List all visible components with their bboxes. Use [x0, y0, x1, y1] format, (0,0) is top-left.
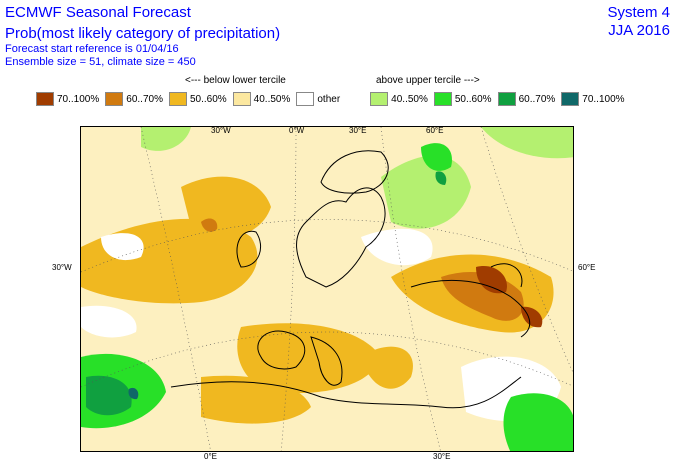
legend-swatch [497, 92, 516, 106]
region-other [101, 233, 144, 261]
region-above-40-50 [381, 155, 471, 229]
probability-map: 30°W 0°W 30°E 60°E [80, 126, 574, 452]
lon-label-0w: 0°W [289, 126, 305, 135]
legend-below-heading: <--- below lower tercile [185, 75, 286, 86]
season-label: JJA 2016 [608, 22, 670, 39]
map-svg [81, 127, 573, 451]
legend-swatch [296, 92, 315, 106]
region-above-60-70 [86, 375, 132, 416]
legend-item: 40..50% [232, 92, 291, 106]
legend-label: 50..60% [454, 93, 492, 105]
legend-label: 40..50% [253, 93, 291, 105]
legend-label: 70..100% [57, 93, 100, 105]
coastlines [170, 150, 531, 409]
lon-label-bottom-0e: 0°E [204, 452, 217, 461]
legend-swatch [561, 92, 580, 106]
lon-label-bottom-30e: 30°E [433, 452, 451, 461]
legend-item: 50..60% [433, 92, 492, 106]
legend-item: other [296, 92, 340, 106]
legend-label: 60..70% [518, 93, 556, 105]
legend-item: 70..100% [561, 92, 625, 106]
legend-label: 60..70% [126, 93, 163, 105]
lat-label-left: 30°W [52, 263, 72, 272]
region-below-50-60 [361, 346, 413, 389]
legend-label: 50..60% [189, 93, 227, 105]
region-below-70-100 [476, 266, 507, 294]
legend-label: other [317, 93, 341, 105]
chart-title: ECMWF Seasonal Forecast [5, 4, 191, 21]
region-below-50-60 [201, 375, 311, 424]
region-above-50-60 [421, 143, 452, 171]
lon-label-60e: 60°E [426, 126, 444, 135]
legend-label: 40..50% [391, 93, 428, 105]
ensemble-size: Ensemble size = 51, climate size = 450 [5, 56, 196, 68]
legend-swatch [232, 92, 251, 106]
lat-label-right: 60°E [578, 263, 596, 272]
lon-label-30e: 30°E [349, 126, 367, 135]
legend-swatch [168, 92, 187, 106]
region-other [81, 305, 137, 338]
lon-label-30w: 30°W [211, 126, 231, 135]
legend-item: 60..70% [497, 92, 556, 106]
chart-subtitle: Prob(most likely category of precipitati… [5, 25, 281, 42]
legend-item: 50..60% [168, 92, 227, 106]
legend-label: 70..100% [582, 93, 625, 105]
legend-swatch [36, 92, 54, 106]
region-above-70-100 [128, 387, 139, 400]
legend-swatch [370, 92, 389, 106]
legend-above-heading: above upper tercile ---> [376, 75, 480, 86]
legend: 70..100% 60..70% 50..60% 40..50% other 40..50… [36, 92, 631, 106]
graticule [81, 127, 573, 451]
legend-swatch [433, 92, 452, 106]
legend-swatch [105, 92, 124, 106]
region-below-60-70 [201, 218, 218, 232]
region-above-40-50 [481, 127, 573, 159]
region-above-40-50 [141, 127, 191, 151]
region-other [361, 228, 433, 266]
region-above-60-70 [435, 171, 447, 185]
region-above-50-60 [503, 393, 573, 451]
region-below-50-60 [237, 323, 381, 394]
legend-item: 60..70% [105, 92, 163, 106]
system-label: System 4 [607, 4, 670, 21]
forecast-start-reference: Forecast start reference is 01/04/16 [5, 43, 179, 55]
legend-item: 70..100% [36, 92, 99, 106]
legend-item: 40..50% [370, 92, 428, 106]
